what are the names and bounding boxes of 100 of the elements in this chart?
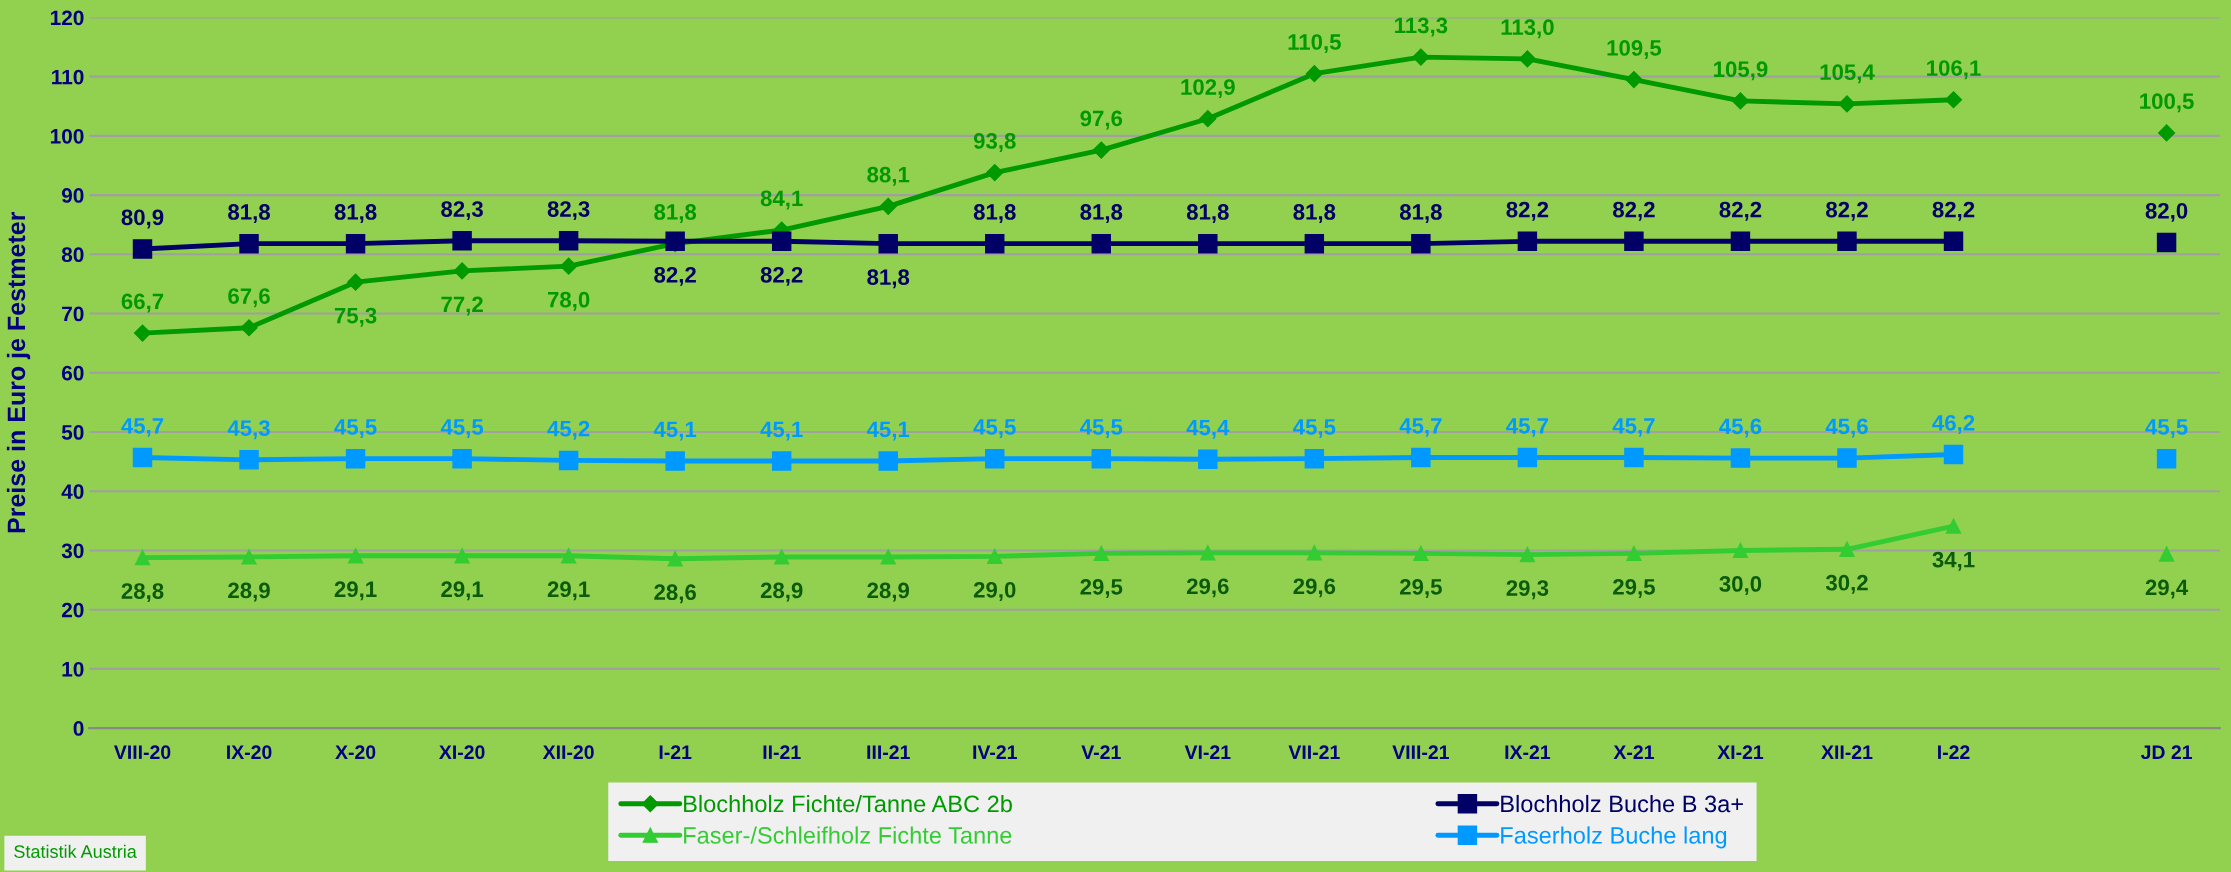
data-label: 109,5 <box>1607 40 1662 60</box>
legend-label: Faser-/Schleifholz Fichte Tanne <box>684 826 1012 844</box>
data-label: 29,5 <box>1080 579 1123 598</box>
x-tick-label: I-22 <box>1938 745 1970 759</box>
data-label: 45,5 <box>1293 419 1336 439</box>
data-label: 82,2 <box>1506 201 1549 221</box>
data-label: 45,3 <box>227 420 270 440</box>
data-label: 88,1 <box>867 166 910 186</box>
y-tick-label: 10 <box>62 661 84 677</box>
x-tick-label: IV-21 <box>973 745 1017 759</box>
point <box>1730 448 1751 468</box>
y-tick-label: 40 <box>61 484 84 499</box>
data-label: 29,1 <box>441 581 484 601</box>
data-label: 113,0 <box>1501 19 1554 39</box>
x-tick-label: XII-21 <box>1821 745 1873 759</box>
x-tick-label: XII-20 <box>542 745 594 760</box>
point <box>345 448 366 469</box>
x-tick-label: VIII-21 <box>1392 745 1449 759</box>
data-label: 45,4 <box>1186 419 1230 439</box>
y-axis-title: Preise in Euro je Festmeter <box>6 211 31 533</box>
x-tick-label: X-20 <box>335 745 376 760</box>
data-label: 81,8 <box>228 204 270 224</box>
x-tick-label: VII-21 <box>1288 745 1340 759</box>
data-label: 28,9 <box>228 582 270 602</box>
point <box>239 233 259 254</box>
point <box>347 548 364 564</box>
x-tick-label: VIII-20 <box>114 745 171 760</box>
data-label: 45,6 <box>1719 418 1762 438</box>
data-label: 29,6 <box>1293 578 1336 598</box>
point <box>2156 448 2177 469</box>
data-label: 28,6 <box>654 584 696 604</box>
data-label: 45,7 <box>1399 418 1442 437</box>
data-label: 84,1 <box>760 190 803 210</box>
data-label: 78,0 <box>547 291 590 311</box>
data-label: 100,5 <box>2140 93 2194 113</box>
data-label: 29,4 <box>2145 579 2189 599</box>
point <box>1943 444 1964 465</box>
y-tick-label: 60 <box>61 365 84 381</box>
data-label: 45,7 <box>1612 418 1655 437</box>
data-label: 66,7 <box>121 293 164 313</box>
data-label: 29,5 <box>1400 579 1442 598</box>
x-tick-label: JD 21 <box>2140 745 2192 760</box>
data-label: 29,3 <box>1506 580 1549 600</box>
legend-label: Blochholz Buche B 3a+ <box>1501 794 1743 813</box>
data-label: 45,1 <box>653 421 697 441</box>
point <box>1198 233 1218 254</box>
point <box>1093 545 1109 562</box>
data-label: 67,6 <box>228 288 270 308</box>
point <box>878 233 898 254</box>
point <box>771 231 792 252</box>
point <box>1305 65 1323 83</box>
data-label: 82,2 <box>1613 201 1655 221</box>
data-label: 75,3 <box>334 307 377 327</box>
data-label: 105,9 <box>1714 61 1768 81</box>
point <box>347 273 365 291</box>
data-label: 82,2 <box>1826 201 1868 221</box>
x-tick-label: III-21 <box>867 745 910 759</box>
point <box>985 448 1005 469</box>
point <box>2158 124 2176 142</box>
point <box>560 548 577 564</box>
data-label: 106,1 <box>1927 60 1981 80</box>
point <box>452 448 472 469</box>
x-tick-label: VI-21 <box>1184 745 1231 759</box>
x-tick-label: II-21 <box>763 745 801 759</box>
data-label: 81,8 <box>1399 204 1442 224</box>
x-tick-label: XI-20 <box>439 745 485 760</box>
data-label: 82,3 <box>441 201 483 221</box>
data-label: 45,5 <box>334 419 377 439</box>
y-tick-label: 70 <box>62 306 84 322</box>
data-label: 45,1 <box>760 421 803 441</box>
point <box>1943 231 1964 252</box>
data-label: 82,0 <box>2145 202 2188 222</box>
y-tick-label: 30 <box>61 543 84 559</box>
y-tick-label: 20 <box>61 602 84 618</box>
point <box>667 551 683 567</box>
data-label: 45,5 <box>2145 419 2188 439</box>
data-label: 45,5 <box>440 419 484 439</box>
data-label: 28,8 <box>121 583 164 603</box>
point <box>1411 447 1431 468</box>
data-label: 81,8 <box>334 204 377 224</box>
point <box>240 319 258 337</box>
data-label: 28,9 <box>867 582 910 602</box>
point <box>1412 48 1430 66</box>
point <box>774 549 790 565</box>
point <box>1624 231 1644 252</box>
point <box>134 549 151 566</box>
y-tick-label: 80 <box>61 247 84 263</box>
data-label: 81,8 <box>973 204 1016 224</box>
point <box>1837 448 1857 468</box>
point <box>560 257 578 275</box>
data-label: 29,5 <box>1613 579 1655 598</box>
point <box>132 239 153 259</box>
x-tick-label: I-21 <box>659 745 692 759</box>
data-label: 29,1 <box>334 581 377 601</box>
data-label: 82,2 <box>654 266 696 286</box>
data-label: 77,2 <box>441 296 483 316</box>
y-tick-label: 120 <box>50 10 84 26</box>
point <box>454 548 470 564</box>
point <box>345 233 366 254</box>
x-tick-label: XI-21 <box>1717 745 1764 759</box>
